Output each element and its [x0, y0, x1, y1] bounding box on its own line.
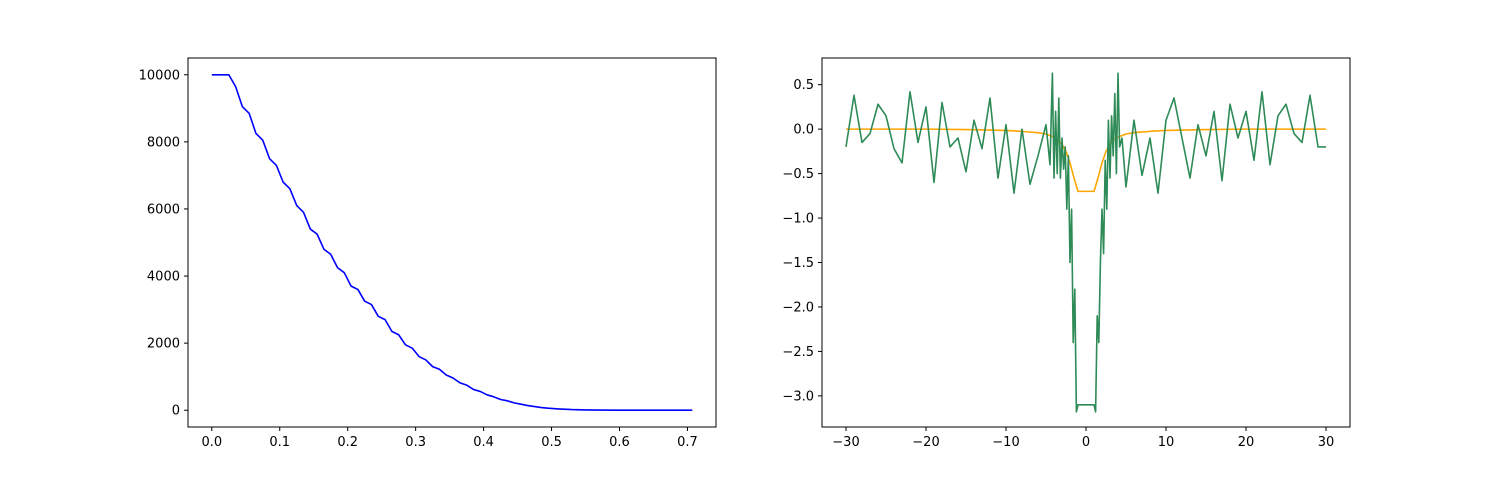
chart1-ytick-label: 0.5 — [793, 78, 814, 93]
right-plot-panel: −30 −20 −10 0 10 20 30 0.5 0.0 −0.5 −1.0 −1.5 −2.0 −2… — [782, 57, 1351, 450]
chart1-series-1-line — [845, 72, 1326, 413]
chart0-xtick-label: 0.6 — [609, 435, 630, 450]
chart0-ytick-label: 2000 — [147, 337, 180, 352]
chart1-ytick-label: −1.0 — [782, 212, 814, 227]
chart1-xtick-label: 20 — [1238, 435, 1255, 450]
chart1-ytick-label: −0.5 — [782, 167, 814, 182]
chart0-ytick-label: 8000 — [147, 135, 180, 150]
chart0-xtick-label: 0.2 — [337, 435, 358, 450]
chart0-series-0-line — [211, 73, 693, 412]
left-plot-panel: 0.0 0.1 0.2 0.3 0.4 0.5 0.6 0.7 0 2000 4000 6000 800… — [139, 57, 717, 450]
chart0-ytick-label: 4000 — [147, 270, 180, 285]
chart1-ytick-label: −1.5 — [782, 256, 814, 271]
chart0-ytick-label: 6000 — [147, 202, 180, 217]
chart0-xtick-label: 0.3 — [405, 435, 426, 450]
chart1-xtick-label: −10 — [992, 435, 1019, 450]
chart1-xtick-label: 0 — [1082, 435, 1090, 450]
chart1-ytick-label: −3.0 — [782, 389, 814, 404]
chart0-xtick-label: 0.0 — [201, 435, 222, 450]
chart1-xtick-label: −20 — [912, 435, 939, 450]
chart1-axes-frame — [821, 57, 1351, 428]
chart1-xtick-label: 10 — [1158, 435, 1175, 450]
chart0-xtick-label: 0.7 — [677, 435, 698, 450]
chart1-ytick-label: −2.0 — [782, 300, 814, 315]
chart1-ytick-label: 0.0 — [793, 123, 814, 138]
chart0-xtick-label: 0.1 — [269, 435, 290, 450]
chart0-ytick-label: 0 — [172, 404, 180, 419]
chart0-axes-frame — [187, 57, 717, 428]
chart1-xtick-label: 30 — [1318, 435, 1335, 450]
chart0-xtick-label: 0.5 — [541, 435, 562, 450]
chart0-ytick-label: 10000 — [139, 68, 180, 83]
chart0-xtick-label: 0.4 — [473, 435, 494, 450]
chart1-series-0-line — [846, 128, 1326, 193]
chart1-xtick-label: −30 — [832, 435, 859, 450]
chart1-ytick-label: −2.5 — [782, 345, 814, 360]
